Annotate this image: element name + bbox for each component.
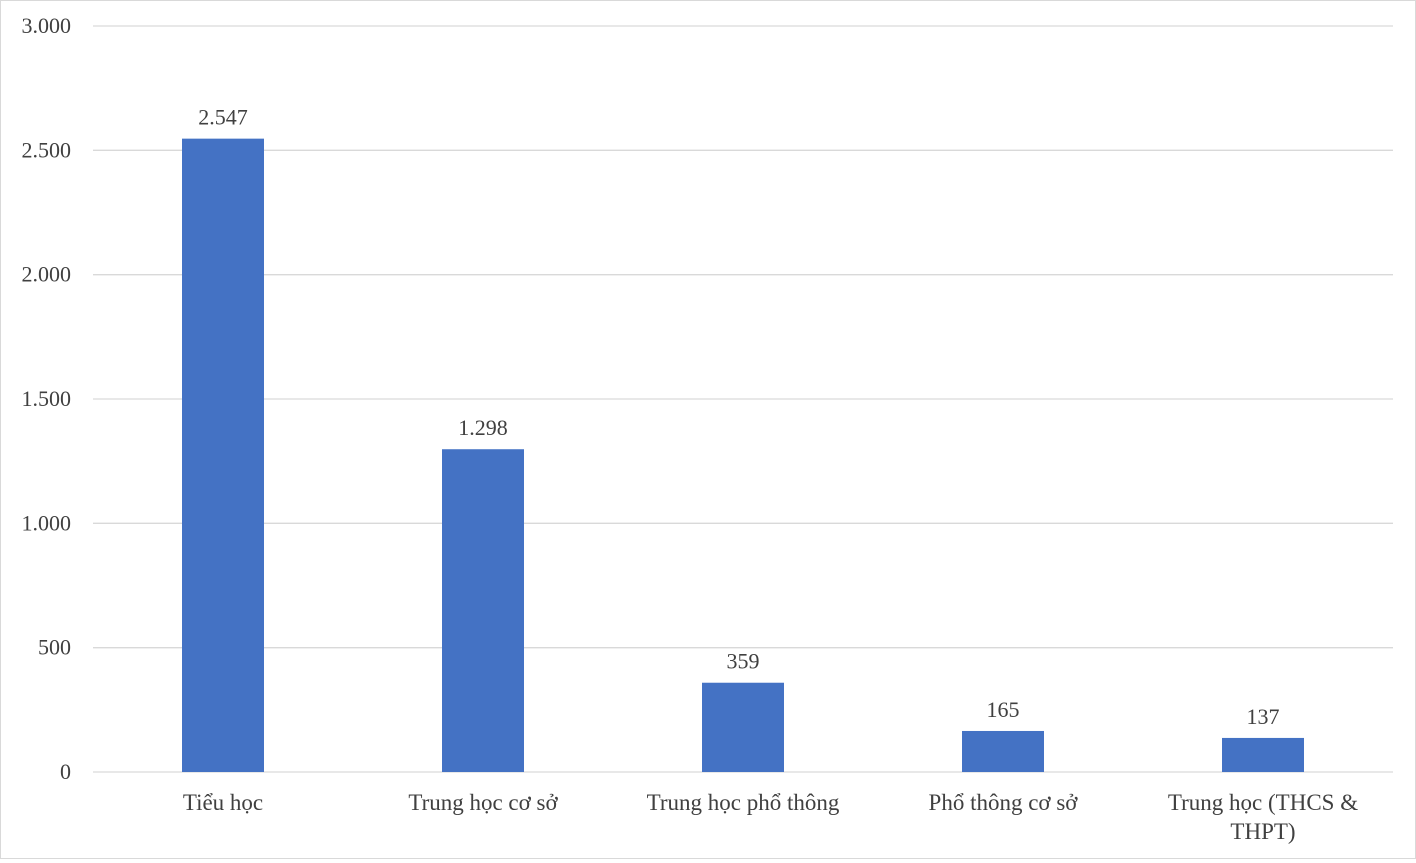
bars (182, 138, 1304, 772)
category-label: Trung học cơ sở (408, 790, 558, 815)
bar (962, 730, 1044, 772)
category-label: Trung học (THCS & (1168, 790, 1358, 815)
x-axis-categories: Tiểu học Trung học cơ sở Trung học phổ thô… (183, 790, 1358, 844)
bar (702, 682, 784, 772)
category-label: Phổ thông cơ sở (929, 790, 1079, 815)
data-label: 165 (987, 697, 1020, 722)
data-label: 1.298 (458, 415, 508, 440)
y-tick-label: 2.000 (22, 262, 72, 287)
bar (182, 138, 264, 772)
data-labels: 2.547 1.298 359 165 137 (198, 105, 1279, 729)
category-label: Trung học phổ thông (647, 790, 840, 815)
category-label: THPT) (1230, 819, 1295, 844)
data-label: 2.547 (198, 105, 248, 130)
y-tick-label: 0 (60, 759, 71, 784)
y-tick-label: 3.000 (22, 13, 72, 38)
y-tick-label: 1.500 (22, 386, 72, 411)
gridlines (93, 25, 1393, 773)
data-label: 137 (1247, 704, 1280, 729)
y-tick-label: 500 (38, 635, 71, 660)
bar (1222, 737, 1304, 772)
y-tick-label: 2.500 (22, 137, 72, 162)
data-label: 359 (727, 649, 760, 674)
bar (442, 449, 524, 772)
category-label: Tiểu học (183, 790, 263, 815)
y-axis-ticks: 0 500 1.000 1.500 2.000 2.500 3.000 (22, 13, 72, 784)
y-tick-label: 1.000 (22, 510, 72, 535)
